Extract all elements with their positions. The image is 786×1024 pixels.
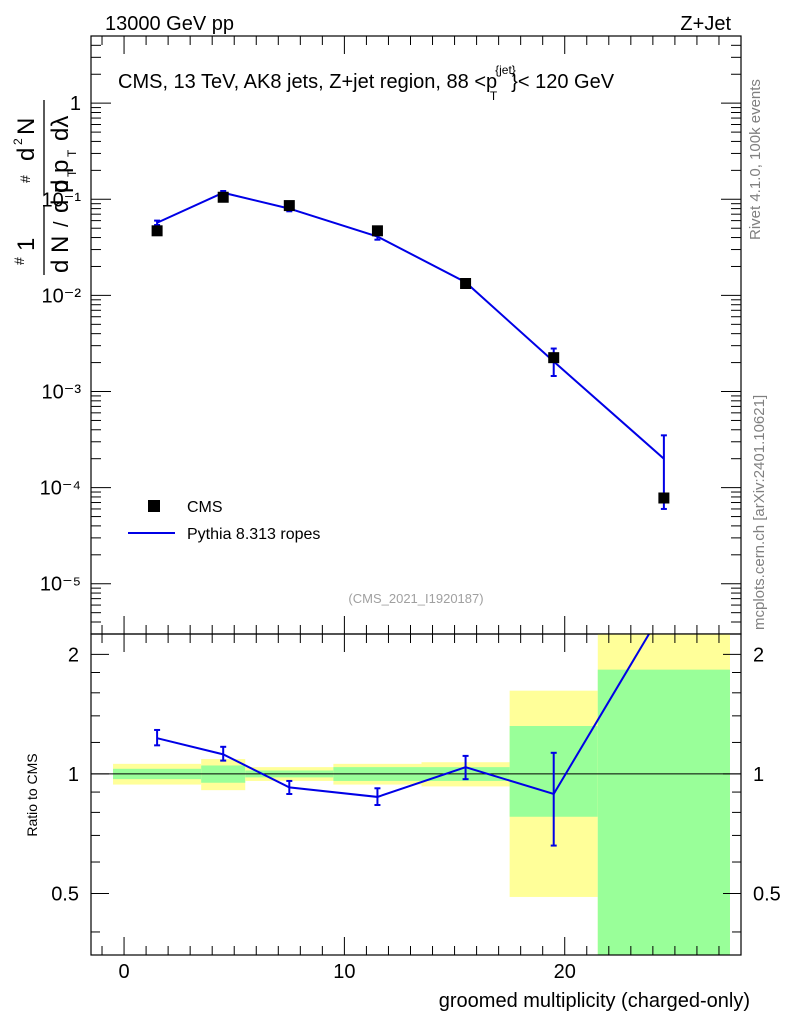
main-ytick-label: 10⁻¹	[42, 189, 82, 211]
xtick-label: 10	[333, 961, 355, 983]
analysis-id: (CMS_2021_I1920187)	[348, 591, 483, 606]
svg-text:d N: d N	[47, 236, 74, 273]
svg-text:#: #	[11, 257, 27, 265]
main-ytick-label: 10⁻⁵	[40, 574, 81, 596]
ratio-band-inner	[597, 669, 730, 955]
main-title: CMS, 13 TeV, AK8 jets, Z+jet region, 88 …	[118, 63, 615, 103]
svg-text:T: T	[65, 169, 79, 177]
svg-text:T: T	[65, 149, 79, 157]
svg-text:N: N	[13, 118, 40, 135]
ratio-ylabel: Ratio to CMS	[24, 753, 40, 836]
legend-cms-label: CMS	[187, 499, 223, 516]
xtick-label: 20	[554, 961, 576, 983]
legend-cms-marker	[148, 500, 160, 512]
svg-text:/: /	[51, 221, 73, 227]
ratio-ytick-label-right: 1	[753, 764, 764, 786]
svg-text:dλ: dλ	[47, 116, 74, 141]
svg-text:d: d	[13, 148, 40, 161]
svg-text:d p: d p	[47, 180, 74, 213]
rivet-version-label: Rivet 4.1.0, 100k events	[747, 79, 764, 240]
main-ytick-label: 10⁻³	[42, 382, 82, 404]
svg-text:#: #	[17, 175, 33, 183]
svg-text:1: 1	[13, 238, 40, 251]
cms-data-point	[283, 200, 295, 212]
header-left: 13000 GeV pp	[105, 13, 234, 35]
ratio-ytick-label-right: 2	[753, 644, 764, 666]
ratio-panel-frame	[90, 633, 742, 956]
main-ytick-label: 10⁻²	[42, 285, 82, 307]
cms-data-point	[658, 492, 670, 504]
mcplots-label: mcplots.cern.ch [arXiv:2401.10621]	[751, 395, 768, 630]
cms-data-point	[548, 352, 560, 364]
svg-text:d p: d p	[47, 160, 74, 193]
header-right: Z+Jet	[680, 13, 731, 35]
cms-data-point	[460, 278, 472, 290]
cms-data-point	[151, 225, 163, 237]
xtick-label: 0	[118, 961, 129, 983]
legend: CMS Pythia 8.313 ropes	[128, 499, 320, 543]
ratio-ytick-label-right: 0.5	[753, 883, 781, 905]
ratio-series-line	[156, 634, 651, 798]
ratio-ytick-label: 1	[68, 764, 79, 786]
xlabel: groomed multiplicity (charged-only)	[439, 990, 750, 1012]
main-ytick-label: 10⁻⁴	[40, 478, 81, 500]
main-ylabel: # 1 # 2 d N d N / d p T d p T dλ	[11, 100, 79, 275]
main-panel-frame	[90, 35, 742, 635]
ratio-ytick-label: 2	[68, 644, 79, 666]
legend-mc-label: Pythia 8.313 ropes	[187, 526, 320, 543]
svg-text:2: 2	[11, 138, 25, 145]
cms-data-point	[371, 225, 383, 237]
cms-data-point	[217, 191, 229, 203]
main-ytick-label: 1	[70, 93, 81, 115]
mc-series-line	[156, 191, 665, 460]
ratio-ytick-label: 0.5	[51, 883, 79, 905]
